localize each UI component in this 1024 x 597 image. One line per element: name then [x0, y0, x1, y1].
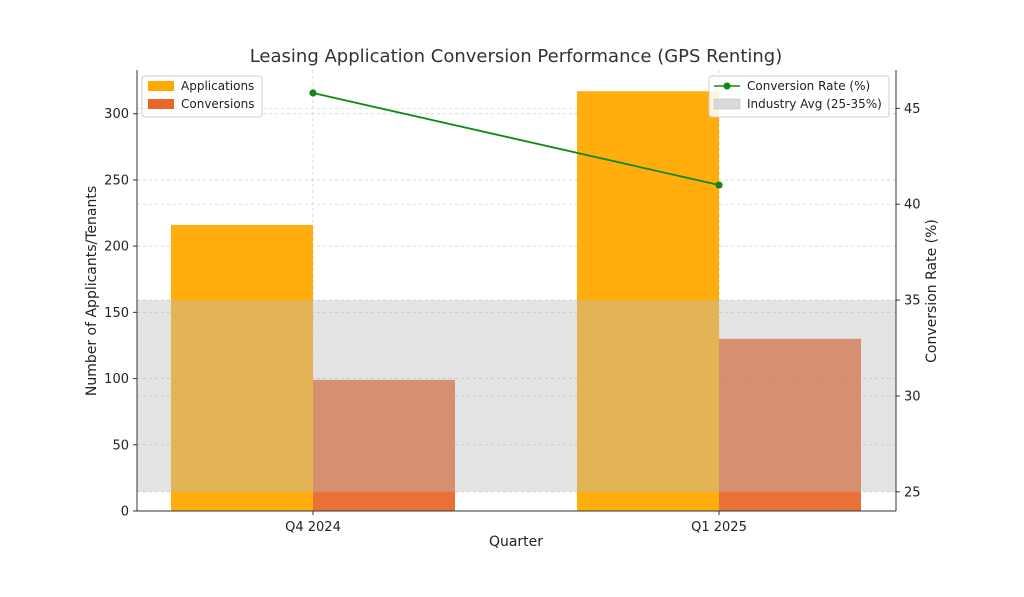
- x-axis-title: Quarter: [489, 534, 543, 550]
- bar-layer: [171, 91, 861, 512]
- y2-tick-label: 30: [904, 389, 921, 404]
- legend-swatch-industry-avg: [713, 98, 741, 110]
- legend-label-conversion-rate: Conversion Rate (%): [747, 79, 870, 93]
- y-tick-label: 0: [121, 505, 129, 520]
- legend-left: Applications Conversions: [141, 75, 263, 118]
- legend-right-frame: [708, 75, 890, 118]
- legend-label-industry-avg: Industry Avg (25-35%): [747, 97, 882, 111]
- y-tick-label: 250: [104, 173, 129, 188]
- y-tick-label: 100: [104, 372, 129, 387]
- line-layer: [309, 89, 723, 189]
- y2-tick-label: 35: [904, 294, 921, 309]
- bar-conversions-2: [719, 338, 861, 511]
- conversion-rate-line: [312, 92, 720, 186]
- legend-swatch-applications: [148, 81, 174, 91]
- x-tick-label: Q4 2024: [285, 520, 341, 535]
- bar-applications-1: [171, 224, 313, 511]
- y2-tick-label: 25: [904, 485, 921, 500]
- y-tick-label: 50: [112, 438, 129, 453]
- band-layer: [137, 300, 896, 492]
- chart-title: Leasing Application Conversion Performan…: [250, 46, 783, 67]
- legend-label-conversions: Conversions: [181, 97, 255, 111]
- y-tick-label: 200: [104, 240, 129, 255]
- industry-avg-band: [137, 300, 896, 492]
- axis-layer: 0 50 100 150 200 250 300 25 30 35 40 45 Q4 2024 Q1 20…: [104, 70, 921, 535]
- y2-axis-title: Conversion Rate (%): [924, 219, 940, 363]
- legend-right: Conversion Rate (%) Industry Avg (25-35%…: [708, 75, 890, 118]
- y2-tick-label: 45: [904, 102, 921, 117]
- bar-applications-2: [577, 91, 719, 512]
- y-tick-label: 300: [104, 107, 129, 122]
- legend-label-applications: Applications: [181, 79, 254, 93]
- y-tick-label: 150: [104, 306, 129, 321]
- conversion-rate-point-1: [309, 89, 317, 97]
- y-axis-title: Number of Applicants/Tenants: [84, 186, 100, 396]
- x-tick-label: Q1 2025: [691, 520, 747, 535]
- legend-swatch-conversions: [148, 99, 174, 109]
- legend-swatch-conversion-rate-marker: [723, 82, 731, 90]
- bar-conversions-1: [313, 379, 455, 511]
- y2-tick-label: 40: [904, 198, 921, 213]
- conversion-rate-point-2: [715, 181, 723, 189]
